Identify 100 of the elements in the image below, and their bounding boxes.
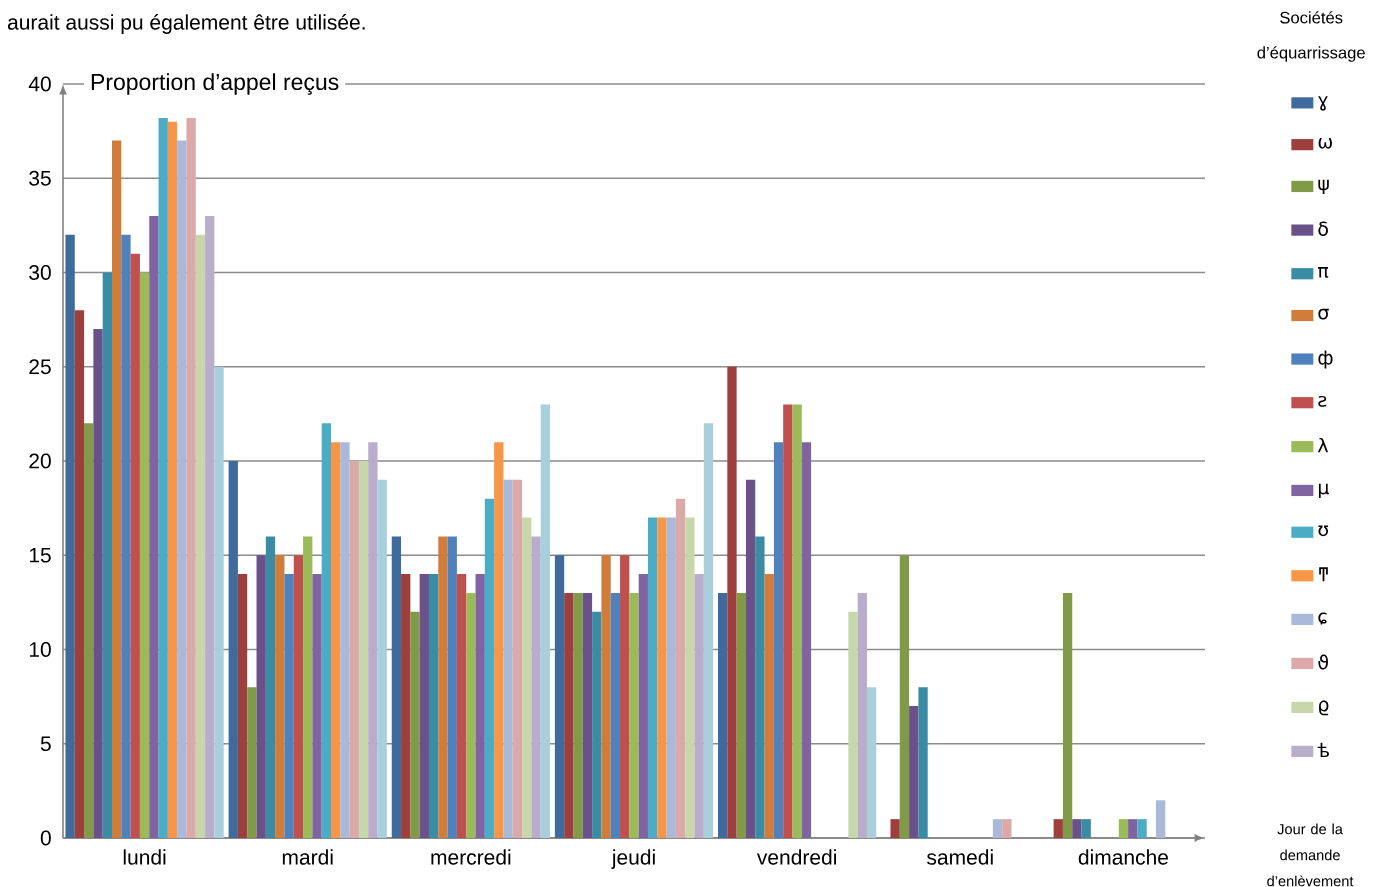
- bar: [620, 555, 630, 838]
- bar: [158, 117, 168, 838]
- bar: [368, 442, 378, 838]
- x-tick-label: samedi: [927, 849, 993, 865]
- bar: [675, 498, 686, 838]
- bar: [792, 404, 802, 838]
- bar: [256, 555, 266, 838]
- bar: [773, 442, 784, 838]
- legend-label: ф: [1318, 350, 1333, 369]
- bar: [121, 234, 131, 838]
- bar: [84, 423, 94, 838]
- bar: [540, 404, 550, 838]
- y-tick-label: 10: [29, 642, 51, 657]
- bar: [65, 234, 75, 838]
- bar: [992, 819, 1003, 838]
- bar: [410, 611, 420, 838]
- bar: [601, 555, 611, 838]
- y-tick-label: 40: [28, 76, 51, 92]
- bar: [349, 460, 359, 838]
- legend-label: ɕ: [1318, 612, 1327, 625]
- bar: [1081, 819, 1091, 838]
- bar: [93, 329, 103, 838]
- bar: [755, 536, 765, 838]
- bar: [494, 442, 504, 838]
- bar: [564, 592, 574, 838]
- bar: [139, 272, 150, 838]
- x-tick-label: dimanche: [1078, 849, 1168, 865]
- bar: [727, 366, 737, 838]
- y-tick-label: 35: [29, 170, 51, 186]
- bar: [783, 404, 793, 838]
- bar: [745, 479, 756, 838]
- bar: [666, 517, 676, 838]
- bar: [237, 574, 248, 838]
- bar: [484, 498, 495, 838]
- legend-label: ψ: [1318, 179, 1329, 195]
- bar: [391, 536, 402, 838]
- bar: [456, 574, 467, 838]
- legend-label: ϑ: [1318, 654, 1328, 670]
- bar: [582, 592, 593, 838]
- bar: [428, 574, 439, 838]
- bar: [377, 479, 387, 838]
- bar: [321, 423, 331, 838]
- bar: [340, 442, 350, 838]
- bar: [149, 215, 159, 838]
- bar: [694, 574, 704, 838]
- bar: [303, 536, 313, 838]
- bar: [522, 517, 532, 838]
- bar: [177, 140, 187, 838]
- bar: [554, 555, 565, 838]
- legend-label: ѣ: [1317, 742, 1329, 758]
- bar: [503, 479, 513, 838]
- bar: [195, 234, 206, 838]
- bar: [629, 592, 639, 838]
- bar: [186, 117, 196, 838]
- text: Sociétés d’équarrissage: [1257, 11, 1365, 62]
- bar: [899, 555, 910, 838]
- bar: [284, 574, 294, 838]
- bar: [638, 574, 648, 838]
- bar: [866, 687, 877, 838]
- legend-label: ʊ: [1318, 525, 1329, 537]
- bar: [247, 687, 257, 838]
- bar: [265, 536, 276, 838]
- legend-label: ƨ: [1318, 395, 1327, 407]
- bar: [848, 611, 858, 838]
- x-tick-label: mardi: [282, 849, 333, 865]
- bar: [228, 460, 238, 838]
- bar: [102, 272, 112, 838]
- legend-label: ω: [1318, 137, 1332, 149]
- bar: [764, 574, 774, 838]
- legend-label: δ: [1318, 221, 1328, 236]
- bar: [130, 253, 140, 838]
- bar: [214, 366, 224, 838]
- bar: [685, 517, 695, 838]
- bar: [918, 687, 928, 838]
- bar: [1002, 819, 1012, 838]
- bar: [1053, 819, 1063, 838]
- legend-label: μ: [1318, 483, 1329, 499]
- bar: [1118, 819, 1129, 838]
- y-axis-title: Proportion d’appel reçus: [91, 73, 339, 95]
- bar: [1062, 592, 1073, 838]
- x-axis-title: Jour de la demande d’enlèvement: [1267, 823, 1354, 887]
- bar: [112, 140, 122, 838]
- y-tick-label: 20: [29, 453, 51, 469]
- bar: [167, 121, 178, 838]
- bar: [1156, 800, 1166, 838]
- bar: [647, 517, 658, 838]
- bar: [657, 517, 667, 838]
- x-tick-label: mercredi: [431, 849, 511, 865]
- bar: [419, 574, 429, 838]
- bar: [1072, 819, 1082, 838]
- x-tick-label: vendredi: [756, 849, 836, 865]
- bar: [592, 611, 602, 838]
- y-tick-label: 15: [29, 547, 51, 563]
- legend-label: ͳ: [1319, 567, 1328, 582]
- bar: [205, 215, 215, 838]
- bar: [512, 479, 523, 838]
- bar: [909, 706, 919, 838]
- text: aurait aussi pu également être utilisée.: [7, 14, 365, 34]
- bar: [358, 460, 369, 838]
- legend-label: ϱ: [1319, 700, 1329, 716]
